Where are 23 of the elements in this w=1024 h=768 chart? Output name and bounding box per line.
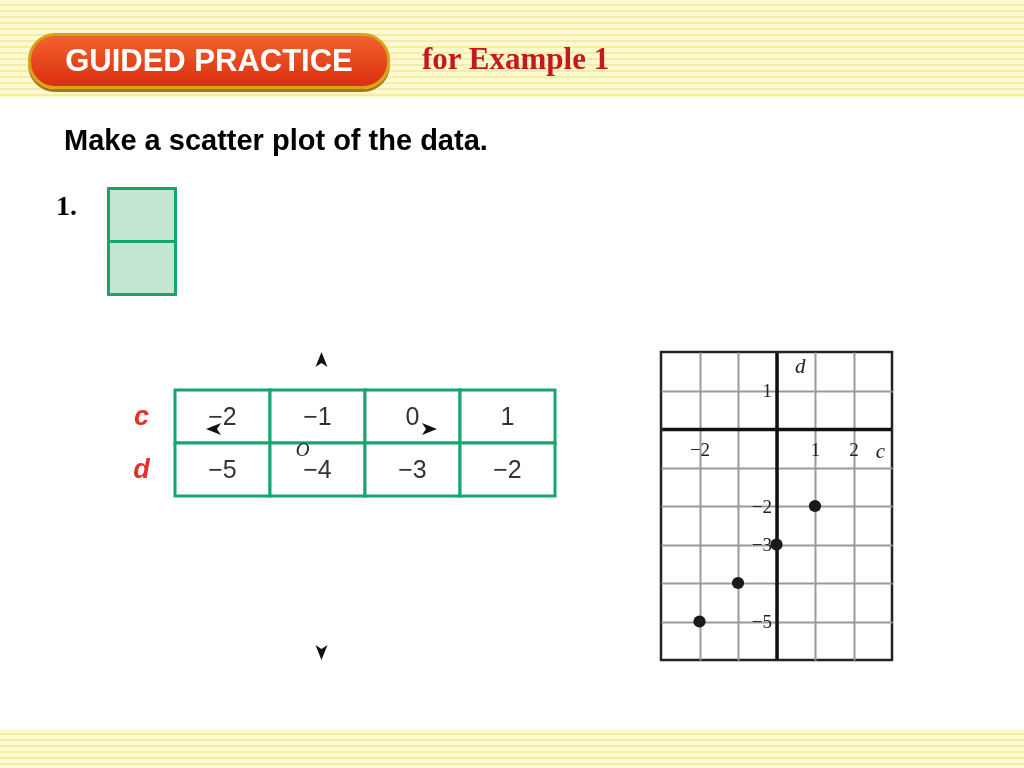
x-tick-label: 1 — [810, 438, 821, 460]
point — [731, 576, 745, 590]
y-tick-label: −2 — [751, 495, 772, 517]
x-axis-title: c — [875, 438, 886, 463]
data-label: −2 — [208, 401, 237, 430]
point — [808, 499, 822, 513]
data-label: −1 — [303, 401, 332, 430]
data-label: 1 — [500, 401, 515, 430]
y-tick-label: −5 — [751, 611, 772, 632]
y-tick-label: −3 — [751, 534, 772, 555]
chart-title: GUIDED PRACTICE — [28, 33, 390, 89]
chart-subtitle: for Example 1 — [422, 41, 610, 77]
y-tick-label: 1 — [762, 380, 772, 401]
text: 1. — [56, 190, 77, 222]
x-tick-label: 2 — [849, 438, 859, 460]
text: Make a scatter plot of the data. — [64, 124, 488, 157]
data-label: −5 — [208, 454, 237, 483]
annotation: O — [295, 439, 310, 460]
x-tick-label: −2 — [689, 438, 711, 460]
point — [693, 615, 706, 628]
data-label: 0 — [405, 401, 420, 430]
y-axis-title: d — [795, 353, 806, 378]
data-label: −3 — [398, 454, 427, 483]
